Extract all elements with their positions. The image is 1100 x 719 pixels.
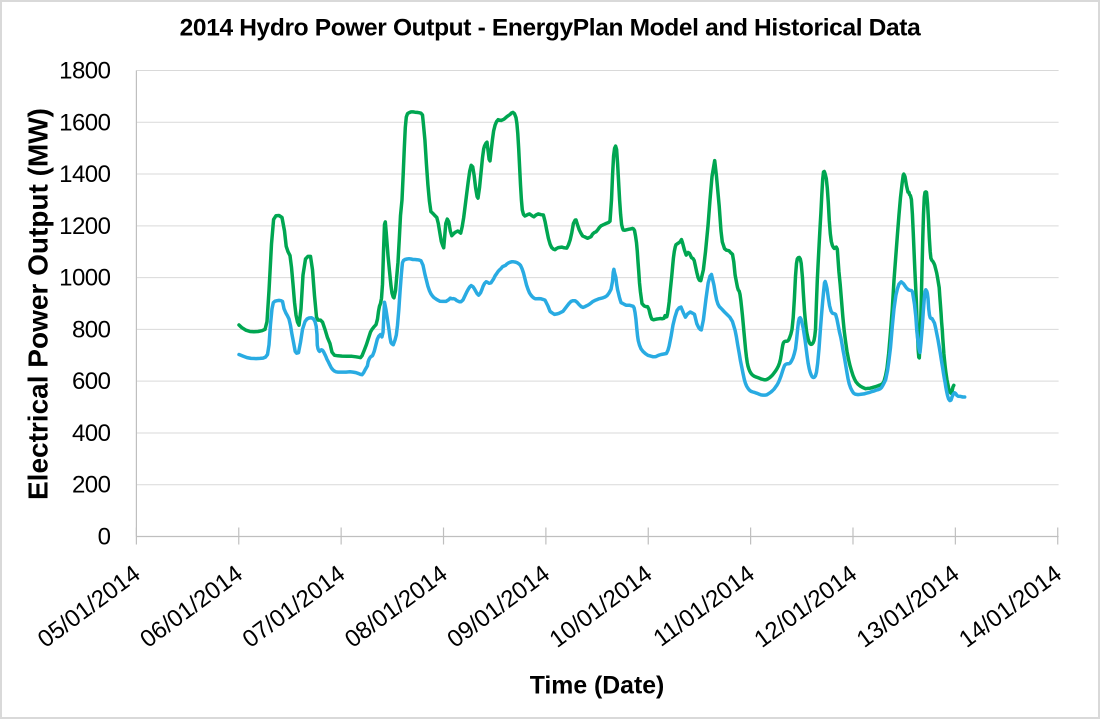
- svg-text:1400: 1400: [59, 161, 111, 188]
- svg-text:1800: 1800: [59, 58, 111, 85]
- svg-text:1000: 1000: [59, 265, 111, 292]
- svg-text:Electrical Power Output (MW): Electrical Power Output (MW): [23, 108, 54, 500]
- svg-text:200: 200: [72, 472, 111, 499]
- svg-text:1200: 1200: [59, 213, 111, 240]
- svg-text:800: 800: [72, 316, 111, 343]
- svg-text:0: 0: [98, 524, 111, 551]
- svg-text:Time (Date): Time (Date): [530, 673, 665, 700]
- svg-text:2014 Hydro Power Output - Ener: 2014 Hydro Power Output - EnergyPlan Mod…: [180, 15, 921, 42]
- svg-text:600: 600: [72, 368, 111, 395]
- svg-text:400: 400: [72, 420, 111, 447]
- svg-text:1600: 1600: [59, 109, 111, 136]
